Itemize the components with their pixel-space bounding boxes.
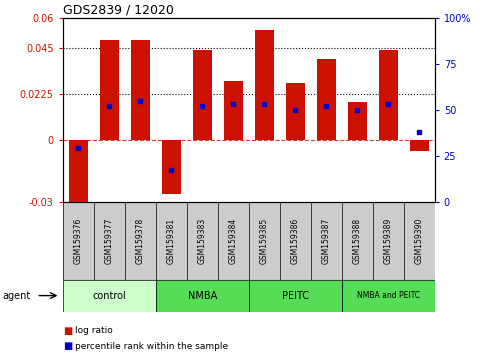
Text: PEITC: PEITC: [282, 291, 309, 301]
Bar: [193, 50, 212, 141]
Text: NMBA and PEITC: NMBA and PEITC: [357, 291, 420, 300]
Text: log ratio: log ratio: [75, 326, 113, 336]
Text: GSM159386: GSM159386: [291, 218, 300, 264]
Bar: [317, 59, 336, 141]
Text: GSM159376: GSM159376: [74, 217, 83, 264]
Text: GSM159385: GSM159385: [260, 218, 269, 264]
Text: percentile rank within the sample: percentile rank within the sample: [75, 342, 228, 351]
Bar: [255, 30, 273, 141]
Text: GSM159388: GSM159388: [353, 218, 362, 264]
Bar: [100, 40, 119, 141]
Bar: [156, 280, 249, 312]
Text: ■: ■: [63, 341, 72, 351]
Text: control: control: [92, 291, 126, 301]
Text: GSM159381: GSM159381: [167, 218, 176, 264]
Bar: [379, 50, 398, 141]
Bar: [131, 40, 150, 141]
Bar: [224, 81, 242, 141]
Text: GSM159383: GSM159383: [198, 218, 207, 264]
Bar: [410, 141, 428, 151]
Text: GDS2839 / 12020: GDS2839 / 12020: [63, 4, 174, 17]
Text: GSM159384: GSM159384: [229, 218, 238, 264]
Bar: [69, 141, 87, 208]
Text: GSM159389: GSM159389: [384, 218, 393, 264]
Bar: [342, 280, 435, 312]
Text: GSM159387: GSM159387: [322, 218, 331, 264]
Text: NMBA: NMBA: [187, 291, 217, 301]
Text: GSM159378: GSM159378: [136, 218, 145, 264]
Bar: [348, 102, 367, 141]
Text: GSM159377: GSM159377: [105, 217, 114, 264]
Bar: [63, 280, 156, 312]
Text: agent: agent: [2, 291, 30, 301]
Bar: [249, 280, 342, 312]
Text: GSM159390: GSM159390: [415, 217, 424, 264]
Text: ■: ■: [63, 326, 72, 336]
Bar: [286, 83, 304, 141]
Bar: [162, 141, 181, 194]
